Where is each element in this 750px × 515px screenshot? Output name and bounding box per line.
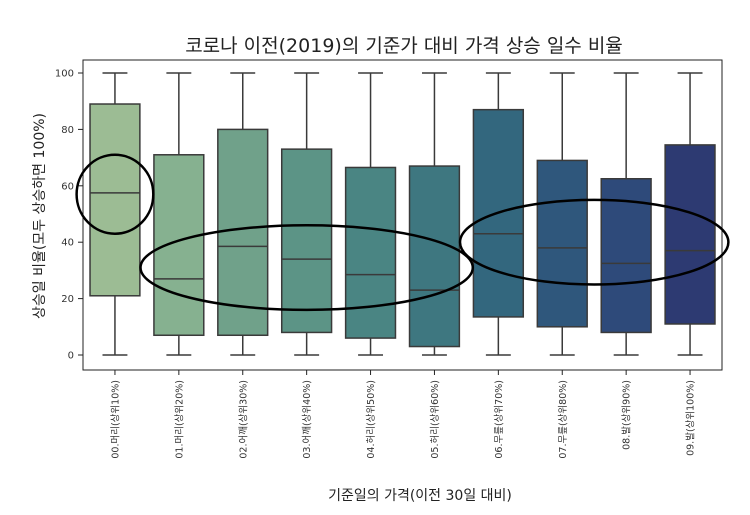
highlight-ellipse	[75, 153, 155, 235]
y-tick-label: 60	[61, 181, 74, 192]
x-tick-label: 07.무릎(상위80%)	[557, 380, 569, 459]
x-axis-label: 기준일의 가격(이전 30일 대비)	[328, 488, 512, 504]
x-tick-label: 08.발(상위90%)	[621, 380, 633, 450]
box	[536, 159, 588, 328]
x-tick-label: 01.머리(상위20%)	[173, 380, 185, 459]
x-tick-label: 00.머리(상위10%)	[109, 380, 121, 459]
highlight-ellipse	[139, 224, 475, 312]
y-tick-label: 100	[55, 69, 74, 80]
plot-area: 0 20 40 60 80 100 00.머리(상위10%) 01.머리(상위20%) 02.어…	[55, 59, 730, 459]
box	[664, 144, 716, 325]
box	[408, 165, 461, 348]
y-tick-label: 0	[68, 351, 74, 362]
x-tick-label: 09.발(상위100%)	[685, 380, 697, 456]
box	[344, 166, 397, 339]
box	[600, 178, 652, 334]
y-tick-label: 40	[61, 238, 74, 249]
y-axis-label: 상승일 비율(모두 상승하면 100%)	[32, 113, 48, 319]
box	[89, 103, 141, 297]
box	[280, 148, 333, 334]
box	[217, 128, 269, 337]
chart-title: 코로나 이전(2019)의 기준가 대비 가격 상승 일수 비율	[185, 35, 623, 57]
x-tick-label: 05.허리(상위60%)	[429, 380, 441, 459]
x-tick-label: 04.허리(상위50%)	[365, 380, 377, 459]
highlight-ellipse	[458, 198, 730, 286]
x-tick-label: 03.어깨(상위40%)	[301, 380, 313, 459]
y-tick-label: 20	[61, 294, 74, 305]
x-tick-label: 02.어깨(상위30%)	[237, 380, 249, 459]
y-tick-label: 80	[61, 125, 74, 136]
box	[153, 154, 205, 337]
x-tick-label: 06.무릎(상위70%)	[493, 380, 505, 459]
